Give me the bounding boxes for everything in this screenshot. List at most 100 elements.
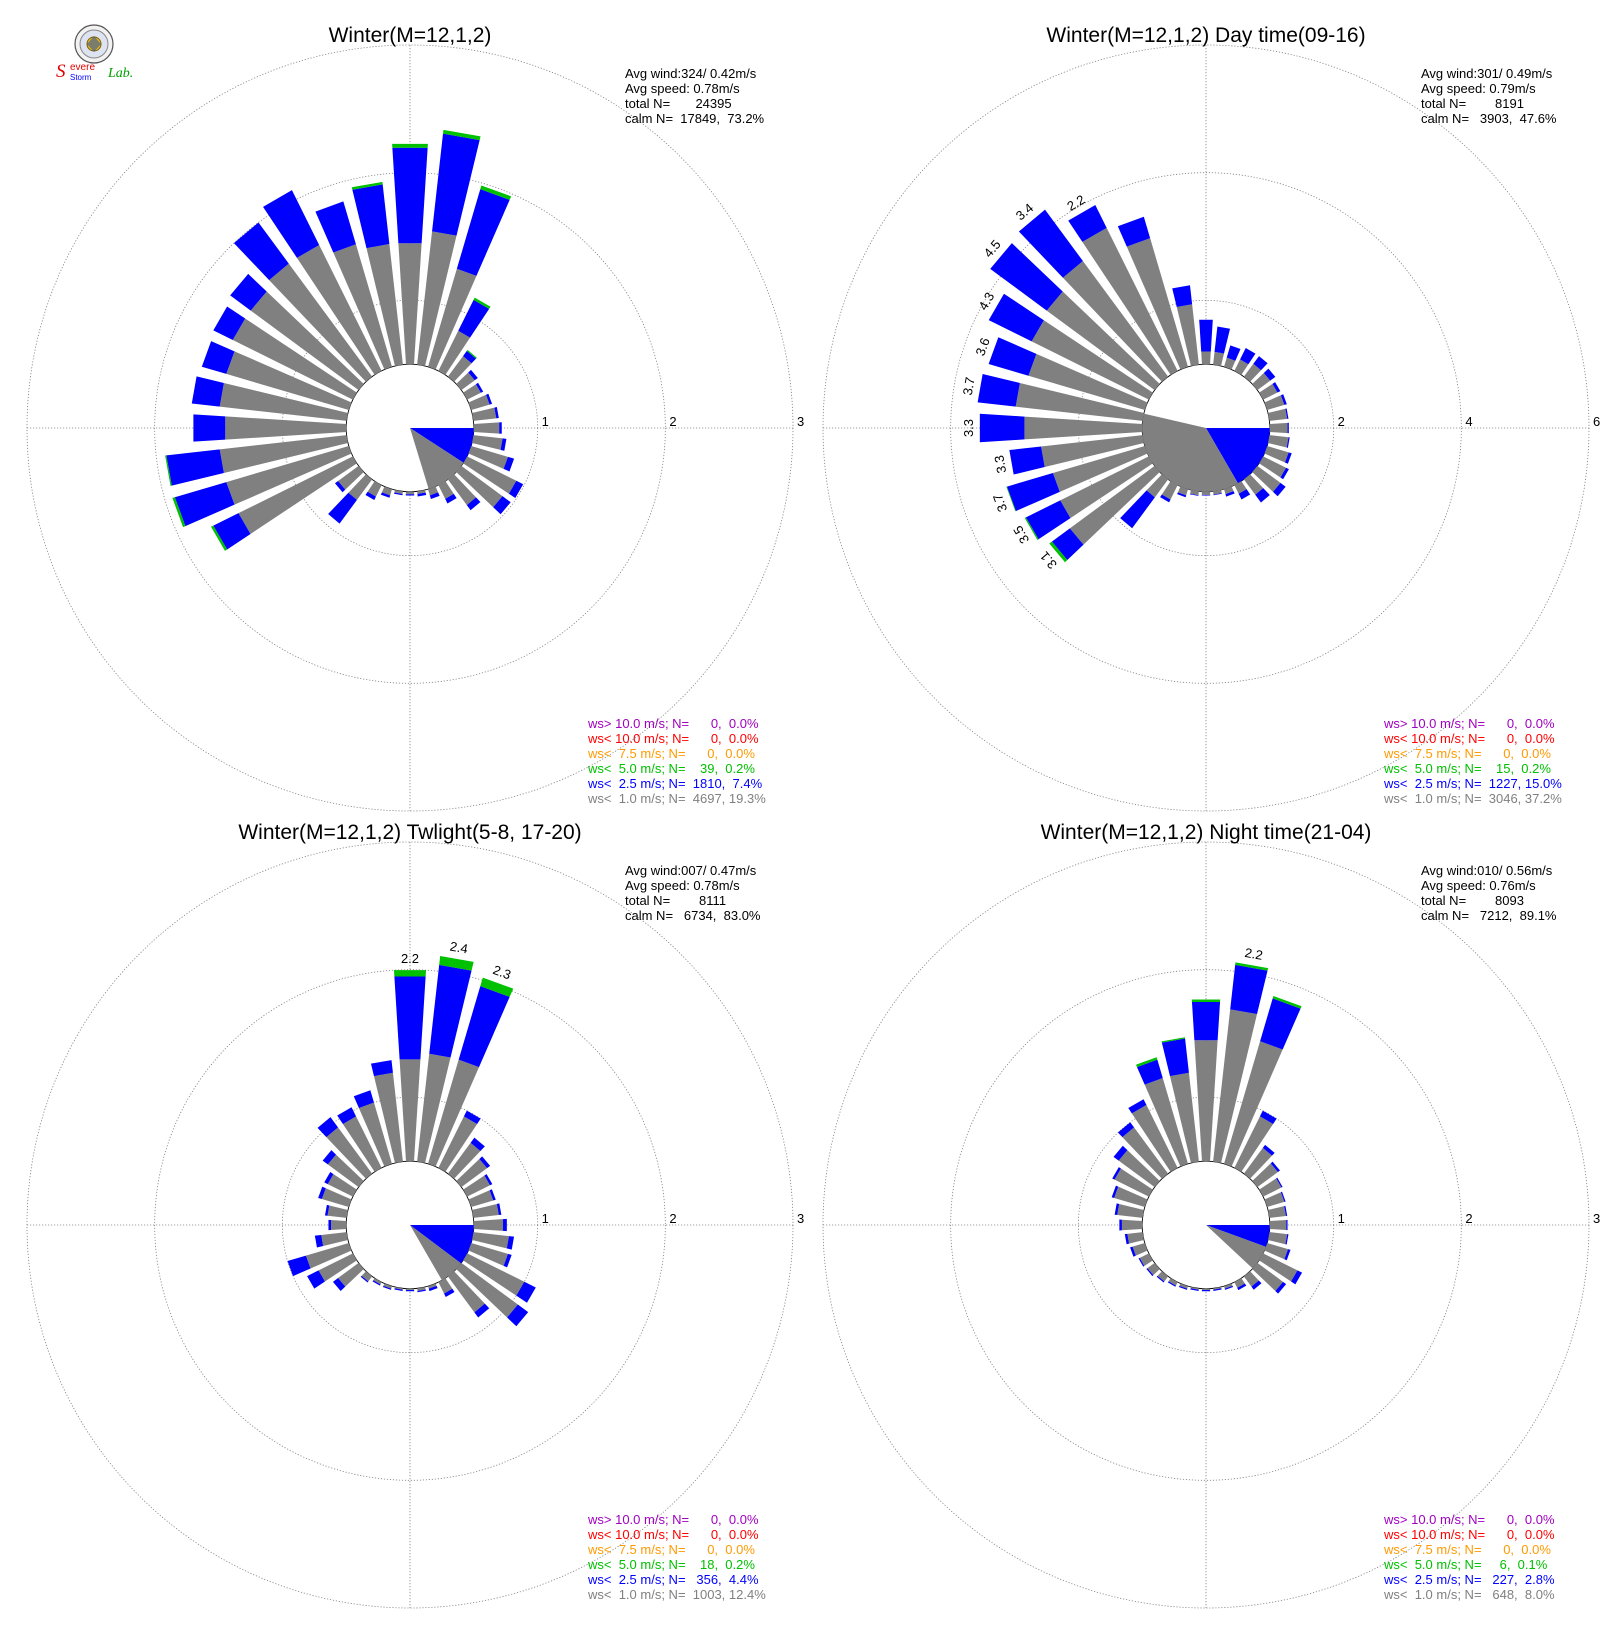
legend-entry: ws< 10.0 m/s; N= 0, 0.0% (587, 731, 759, 746)
bar-value-label: 2.2 (1064, 192, 1087, 214)
stats-line: Avg wind:324/ 0.42m/s (625, 66, 757, 81)
bar-ws-lt-2-5 (1068, 205, 1107, 242)
bar-ws-lt-1 (1224, 1283, 1233, 1289)
bar-ws-lt-5 (473, 297, 491, 309)
bar-ws-lt-1 (1268, 1232, 1288, 1245)
calm-pie-slice (1142, 413, 1238, 492)
panel-title: Winter(M=12,1,2) Twlight(5-8, 17-20) (238, 821, 581, 844)
legend-entry: ws< 2.5 m/s; N= 227, 2.8% (1383, 1572, 1555, 1587)
bar-ws-lt-5 (1135, 1057, 1158, 1068)
bar-ws-lt-1 (417, 1287, 426, 1291)
bar-ws-lt-2-5 (458, 299, 490, 338)
grid-rings (26, 841, 794, 1609)
bar-value-label: 3.3 (961, 419, 976, 437)
bar-ws-lt-2-5 (1113, 1145, 1128, 1161)
bar-ws-lt-2-5 (317, 1117, 339, 1138)
bar-ws-lt-5 (211, 525, 228, 551)
bar-ws-lt-1 (1131, 1104, 1178, 1172)
bar-ws-lt-1 (472, 1203, 499, 1218)
bar-ws-lt-2-5 (332, 1278, 346, 1292)
grid-ring (154, 969, 666, 1481)
bar-ws-lt-1 (1234, 481, 1247, 494)
bar-ws-lt-1 (468, 1243, 508, 1266)
bar-ws-lt-2-5 (429, 964, 472, 1058)
bar-ws-lt-1 (1252, 1262, 1284, 1292)
bar-ws-lt-2-5 (429, 492, 440, 500)
bar-value-label: 3.5 (1010, 523, 1032, 546)
bar-ws-lt-2-5 (1009, 446, 1045, 475)
bar-ws-lt-2-5 (493, 496, 511, 515)
stats-line: Avg wind:007/ 0.47m/s (625, 863, 757, 878)
panel-title: Winter(M=12,1,2) Day time(09-16) (1046, 24, 1365, 47)
legend-entry: ws< 10.0 m/s; N= 0, 0.0% (1383, 1527, 1555, 1542)
stats-line: Avg speed: 0.78m/s (625, 81, 740, 96)
bar-ws-lt-1 (1015, 382, 1144, 421)
bar-ws-lt-1 (1041, 435, 1144, 468)
bar-ws-lt-1 (1243, 363, 1262, 382)
bar-ws-lt-1 (348, 474, 373, 500)
bar-ws-lt-1 (463, 1175, 491, 1197)
bar-ws-lt-2-5 (213, 513, 251, 550)
stats-line: calm N= 7212, 89.1% (1421, 908, 1557, 923)
bar-ws-lt-2-5 (979, 413, 1025, 443)
bar-ws-lt-2-5 (405, 494, 415, 496)
bar-ws-lt-2-5 (324, 1204, 330, 1216)
bar-ws-lt-2-5 (1201, 494, 1211, 496)
logo-s-letter: S (56, 61, 66, 82)
bar-ws-lt-1 (417, 1053, 451, 1163)
legend-entry: ws< 5.0 m/s; N= 39, 0.2% (587, 761, 755, 776)
bar-ws-lt-2-5 (1270, 1161, 1280, 1172)
bar-ws-lt-5 (1049, 541, 1068, 563)
legend-entry: ws< 1.0 m/s; N= 4697, 19.3% (587, 791, 766, 806)
bar-ws-lt-1 (1201, 491, 1211, 495)
bar-ws-lt-1 (417, 490, 426, 494)
bar-ws-lt-1 (338, 1262, 364, 1287)
bar-ws-lt-2-5 (1273, 482, 1286, 497)
bar-ws-lt-2-5 (1226, 345, 1241, 361)
bar-ws-lt-1 (463, 384, 481, 400)
bar-ws-lt-2-5 (1156, 1275, 1165, 1283)
bar-ws-lt-2-5 (1051, 528, 1084, 561)
bar-ws-lt-1 (468, 394, 490, 410)
bar-ws-lt-1 (447, 1271, 485, 1313)
bar-ws-lt-2-5 (1280, 1191, 1286, 1202)
bar-ws-lt-1 (456, 1158, 488, 1188)
legend-entry: ws< 7.5 m/s; N= 0, 0.0% (587, 746, 755, 761)
bar-ws-lt-2-5 (988, 337, 1037, 376)
bar-ws-lt-2-5 (1284, 1249, 1291, 1261)
bar-ws-lt-1 (447, 1142, 481, 1179)
bar-ws-lt-1 (463, 1253, 525, 1296)
stats-line: total N= 8191 (1421, 96, 1524, 111)
panel-title: Winter(M=12,1,2) (329, 24, 492, 47)
bar-ws-lt-2-5 (405, 1289, 415, 1292)
bar-ws-lt-2-5 (484, 1174, 493, 1186)
grid-rings (822, 44, 1590, 812)
bar-ws-lt-1 (331, 1220, 347, 1230)
sector-bars (977, 205, 1292, 563)
bar-ws-lt-2-5 (1285, 408, 1289, 419)
bar-ws-lt-1 (398, 243, 422, 365)
bar-ws-lt-5 (466, 349, 477, 359)
bar-ws-lt-2-5 (1025, 500, 1071, 540)
bar-ws-lt-1 (438, 481, 454, 499)
bar-ws-lt-1 (438, 1116, 478, 1172)
bar-ws-lt-2-5 (353, 1090, 374, 1109)
bar-ws-lt-2-5 (468, 369, 478, 381)
ring-label: 3 (797, 414, 804, 429)
legend-entry: ws< 1.0 m/s; N= 648, 8.0% (1383, 1587, 1555, 1602)
bar-ws-lt-1 (428, 1059, 480, 1167)
bar-ws-lt-1 (342, 1116, 382, 1172)
bar-ws-lt-1 (1169, 1072, 1199, 1163)
bar-ws-lt-1 (468, 1190, 494, 1207)
logo-lab-text: Lab. (107, 66, 133, 81)
bar-ws-lt-2-5 (432, 133, 480, 236)
bar-ws-lt-1 (456, 465, 503, 508)
grid-ring (950, 172, 1462, 684)
bar-ws-lt-2-5 (1237, 1283, 1247, 1291)
bar-ws-lt-1 (327, 1205, 348, 1218)
bar-ws-lt-1 (1243, 1271, 1259, 1287)
stats-line: calm N= 3903, 47.6% (1421, 111, 1557, 126)
bar-ws-lt-2-5 (287, 1255, 311, 1277)
ring-label: 2 (669, 1211, 676, 1226)
legend-entry: ws< 7.5 m/s; N= 0, 0.0% (587, 1542, 755, 1557)
